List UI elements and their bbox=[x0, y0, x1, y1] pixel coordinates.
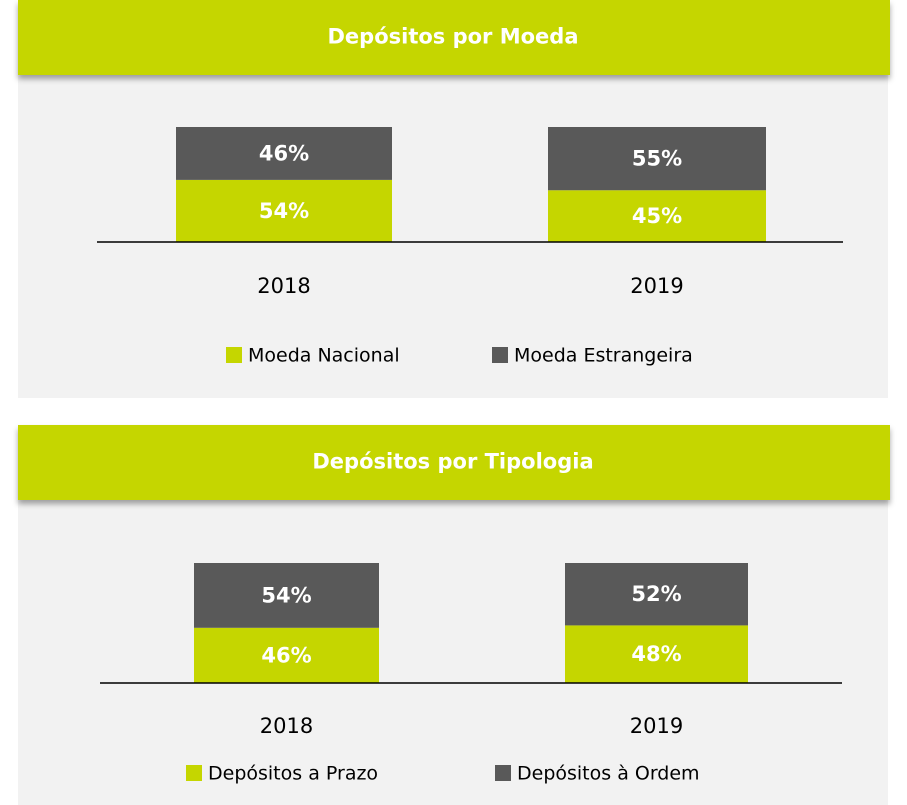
value-label: 46% bbox=[261, 643, 311, 667]
x-tick-label: 2019 bbox=[630, 274, 683, 298]
legend-swatch bbox=[492, 347, 508, 363]
x-tick-label: 2018 bbox=[260, 714, 313, 738]
legend-label: Moeda Nacional bbox=[248, 345, 400, 367]
legend-label: Depósitos a Prazo bbox=[208, 763, 378, 785]
legend-label: Moeda Estrangeira bbox=[514, 345, 693, 367]
bar-segment bbox=[548, 190, 766, 242]
value-label: 45% bbox=[632, 204, 682, 228]
value-label: 52% bbox=[631, 582, 681, 606]
panel-title: Depósitos por Moeda bbox=[327, 25, 578, 49]
value-label: 48% bbox=[631, 642, 681, 666]
value-label: 46% bbox=[259, 141, 309, 165]
x-tick-label: 2019 bbox=[630, 714, 683, 738]
panel-background bbox=[18, 500, 888, 805]
bar-segment bbox=[548, 127, 766, 191]
bar-segment bbox=[565, 563, 748, 626]
x-tick-label: 2018 bbox=[257, 274, 310, 298]
panel-header bbox=[18, 0, 890, 75]
bar-segment bbox=[176, 127, 392, 180]
bar-segment bbox=[194, 563, 379, 628]
bar-segment bbox=[565, 625, 748, 683]
bar-segment bbox=[176, 179, 392, 242]
legend-swatch bbox=[495, 765, 511, 781]
panel-header bbox=[18, 425, 890, 500]
legend-swatch bbox=[226, 347, 242, 363]
bar-segment bbox=[194, 627, 379, 683]
value-label: 54% bbox=[259, 199, 309, 223]
panel-title: Depósitos por Tipologia bbox=[312, 450, 593, 474]
legend-label: Depósitos à Ordem bbox=[517, 763, 700, 785]
value-label: 54% bbox=[261, 583, 311, 607]
legend-swatch bbox=[186, 765, 202, 781]
value-label: 55% bbox=[632, 147, 682, 171]
